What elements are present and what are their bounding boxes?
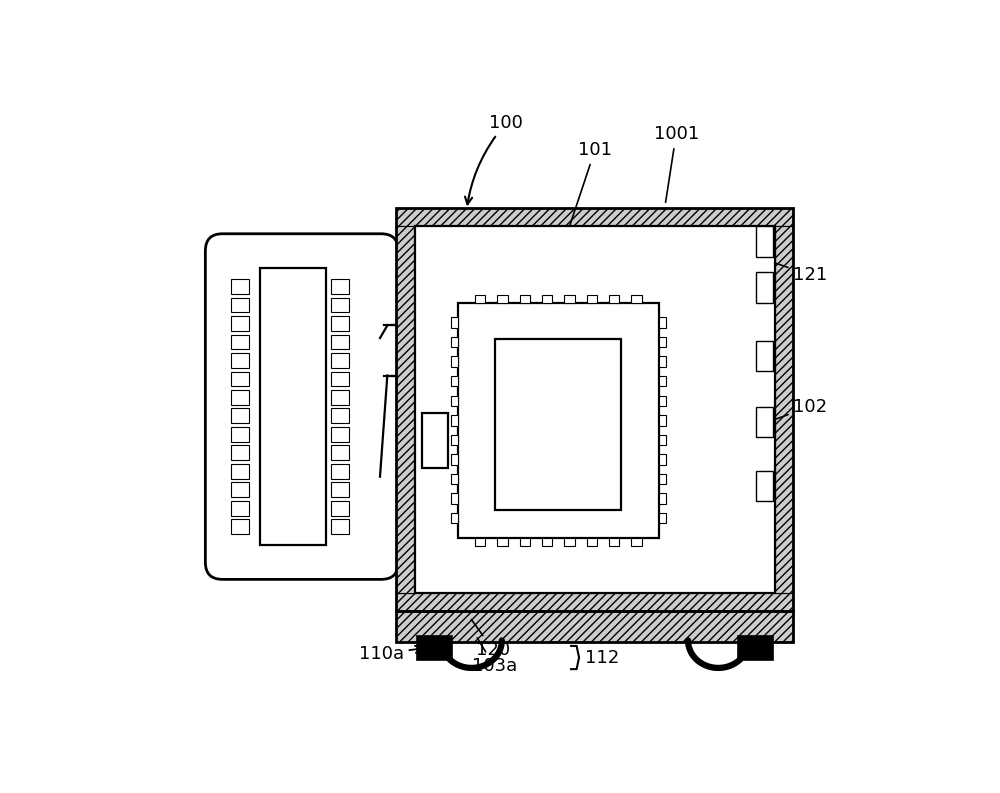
Bar bbox=[659, 493, 666, 504]
Bar bbox=[231, 353, 249, 368]
Bar bbox=[520, 538, 530, 546]
Bar bbox=[475, 295, 485, 303]
Bar bbox=[497, 295, 508, 303]
Bar bbox=[231, 501, 249, 515]
Bar bbox=[451, 474, 458, 485]
Bar bbox=[231, 464, 249, 479]
Bar bbox=[375, 323, 390, 378]
Text: 101: 101 bbox=[553, 141, 612, 276]
Bar bbox=[331, 390, 349, 404]
Bar bbox=[659, 474, 666, 485]
Bar bbox=[458, 303, 659, 538]
Bar bbox=[775, 227, 793, 593]
Bar bbox=[631, 538, 642, 546]
Bar bbox=[659, 454, 666, 465]
Bar bbox=[451, 337, 458, 347]
Text: 103a: 103a bbox=[472, 638, 517, 675]
Bar bbox=[587, 538, 597, 546]
Bar bbox=[564, 295, 575, 303]
Text: 120: 120 bbox=[471, 619, 510, 659]
Bar bbox=[495, 339, 621, 511]
Bar bbox=[231, 427, 249, 442]
Bar bbox=[451, 435, 458, 445]
Bar bbox=[542, 538, 552, 546]
Bar bbox=[231, 519, 249, 534]
Bar bbox=[389, 325, 396, 376]
Bar bbox=[475, 538, 485, 546]
Bar bbox=[497, 538, 508, 546]
Bar bbox=[417, 635, 452, 660]
Bar bbox=[659, 376, 666, 386]
Text: 112: 112 bbox=[585, 649, 619, 667]
Bar bbox=[451, 415, 458, 426]
Bar bbox=[331, 482, 349, 497]
Bar bbox=[609, 295, 619, 303]
Bar bbox=[520, 295, 530, 303]
Bar bbox=[659, 356, 666, 366]
Bar bbox=[396, 208, 793, 611]
Text: 1001: 1001 bbox=[654, 125, 699, 202]
Bar bbox=[738, 635, 773, 660]
Bar bbox=[331, 408, 349, 423]
Bar bbox=[451, 376, 458, 386]
Bar bbox=[231, 335, 249, 349]
Bar bbox=[331, 316, 349, 331]
Bar bbox=[422, 412, 448, 468]
Bar bbox=[756, 272, 773, 303]
Bar bbox=[231, 279, 249, 293]
Bar bbox=[331, 335, 349, 349]
Bar bbox=[231, 446, 249, 460]
Bar bbox=[331, 446, 349, 460]
Bar bbox=[756, 227, 773, 257]
Bar bbox=[331, 464, 349, 479]
Bar bbox=[231, 316, 249, 331]
Bar bbox=[231, 390, 249, 404]
Bar bbox=[415, 227, 775, 593]
Bar bbox=[331, 519, 349, 534]
Bar bbox=[659, 396, 666, 406]
Bar bbox=[396, 227, 415, 593]
Bar bbox=[659, 513, 666, 523]
Bar bbox=[659, 435, 666, 445]
Bar bbox=[396, 208, 793, 227]
Bar bbox=[542, 295, 552, 303]
Bar bbox=[659, 317, 666, 328]
Text: 100: 100 bbox=[465, 113, 523, 205]
Bar bbox=[396, 208, 793, 611]
Bar bbox=[231, 297, 249, 312]
Bar bbox=[451, 317, 458, 328]
FancyBboxPatch shape bbox=[205, 234, 398, 580]
Text: 110a: 110a bbox=[359, 645, 423, 663]
Bar bbox=[756, 471, 773, 501]
Bar bbox=[396, 611, 793, 642]
Bar bbox=[451, 454, 458, 465]
Bar bbox=[380, 320, 391, 381]
Bar bbox=[451, 493, 458, 504]
Bar bbox=[331, 279, 349, 293]
Bar bbox=[331, 427, 349, 442]
Bar bbox=[231, 372, 249, 386]
Bar bbox=[331, 372, 349, 386]
Text: 102: 102 bbox=[762, 397, 828, 424]
Bar bbox=[587, 295, 597, 303]
Bar bbox=[451, 396, 458, 406]
Bar bbox=[659, 337, 666, 347]
Bar bbox=[396, 611, 793, 642]
Text: 121: 121 bbox=[755, 256, 828, 284]
Bar bbox=[631, 295, 642, 303]
Bar bbox=[331, 297, 349, 312]
Bar bbox=[260, 268, 326, 545]
Bar bbox=[756, 407, 773, 437]
Bar bbox=[451, 513, 458, 523]
Bar bbox=[609, 538, 619, 546]
Bar bbox=[564, 538, 575, 546]
Bar bbox=[231, 482, 249, 497]
Bar bbox=[659, 415, 666, 426]
Bar bbox=[451, 356, 458, 366]
Bar bbox=[396, 593, 793, 611]
Bar bbox=[231, 408, 249, 423]
Bar bbox=[331, 353, 349, 368]
Bar bbox=[331, 501, 349, 515]
Bar bbox=[756, 341, 773, 371]
